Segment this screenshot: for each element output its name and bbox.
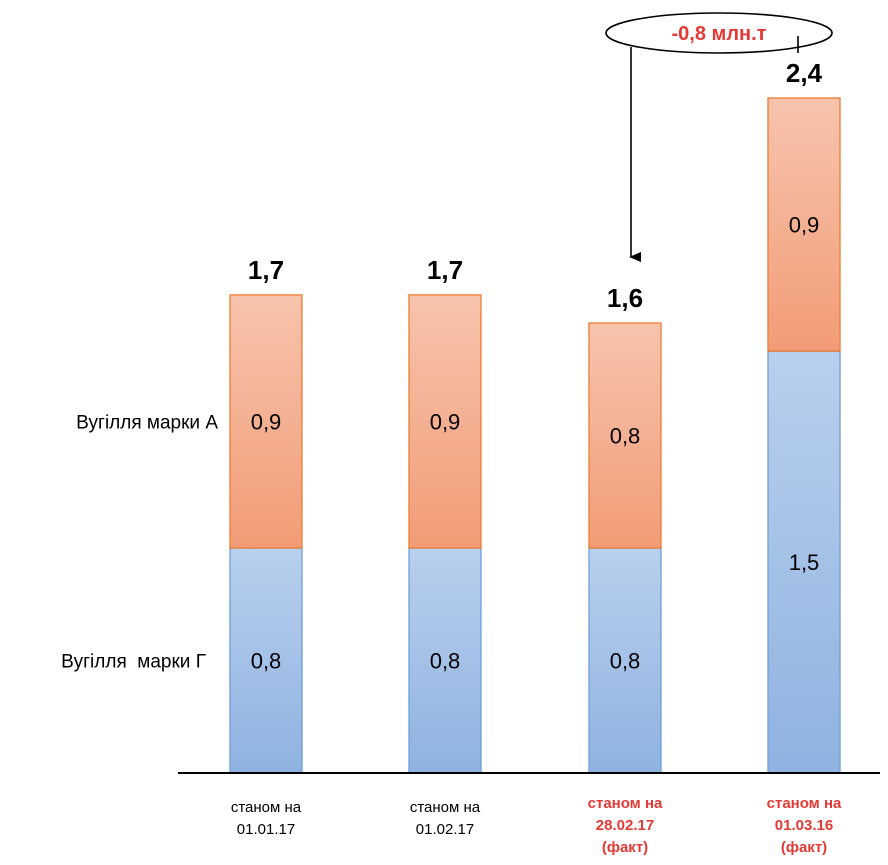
category-label-0: станом на 01.01.17 — [231, 799, 302, 838]
segment-label-a-0: 0,9 — [251, 409, 282, 434]
segment-label-g-0: 0,8 — [251, 649, 282, 674]
segment-label-a-3: 0,9 — [789, 213, 820, 238]
total-label-2: 1,6 — [607, 283, 643, 313]
series-label-g: Вугілля марки Г — [61, 652, 206, 673]
bar-a-1 — [408, 294, 482, 549]
segment-label-g-2: 0,8 — [610, 649, 641, 674]
callout-ellipse — [605, 12, 833, 54]
series-label-a: Вугілля марки А — [76, 412, 218, 433]
total-label-1: 1,7 — [427, 255, 463, 285]
category-label-3: станом на 01.03.16 (факт) — [767, 795, 842, 856]
segment-label-g-1: 0,8 — [430, 649, 461, 674]
segment-label-a-2: 0,8 — [610, 424, 641, 449]
bar-a-0 — [229, 294, 303, 549]
bar-g-0 — [229, 547, 303, 774]
category-label-2: станом на 28.02.17 (факт) — [588, 795, 663, 856]
segment-label-g-3: 1,5 — [789, 550, 820, 575]
category-label-1: станом на 01.02.17 — [410, 799, 481, 838]
bar-a-3 — [767, 97, 841, 352]
bar-a-2 — [588, 322, 662, 549]
segment-label-a-1: 0,9 — [430, 409, 461, 434]
callout-text: -0,8 млн.т — [672, 23, 767, 45]
total-label-0: 1,7 — [248, 255, 284, 285]
bar-g-2 — [588, 547, 662, 774]
total-label-3: 2,4 — [786, 58, 823, 88]
